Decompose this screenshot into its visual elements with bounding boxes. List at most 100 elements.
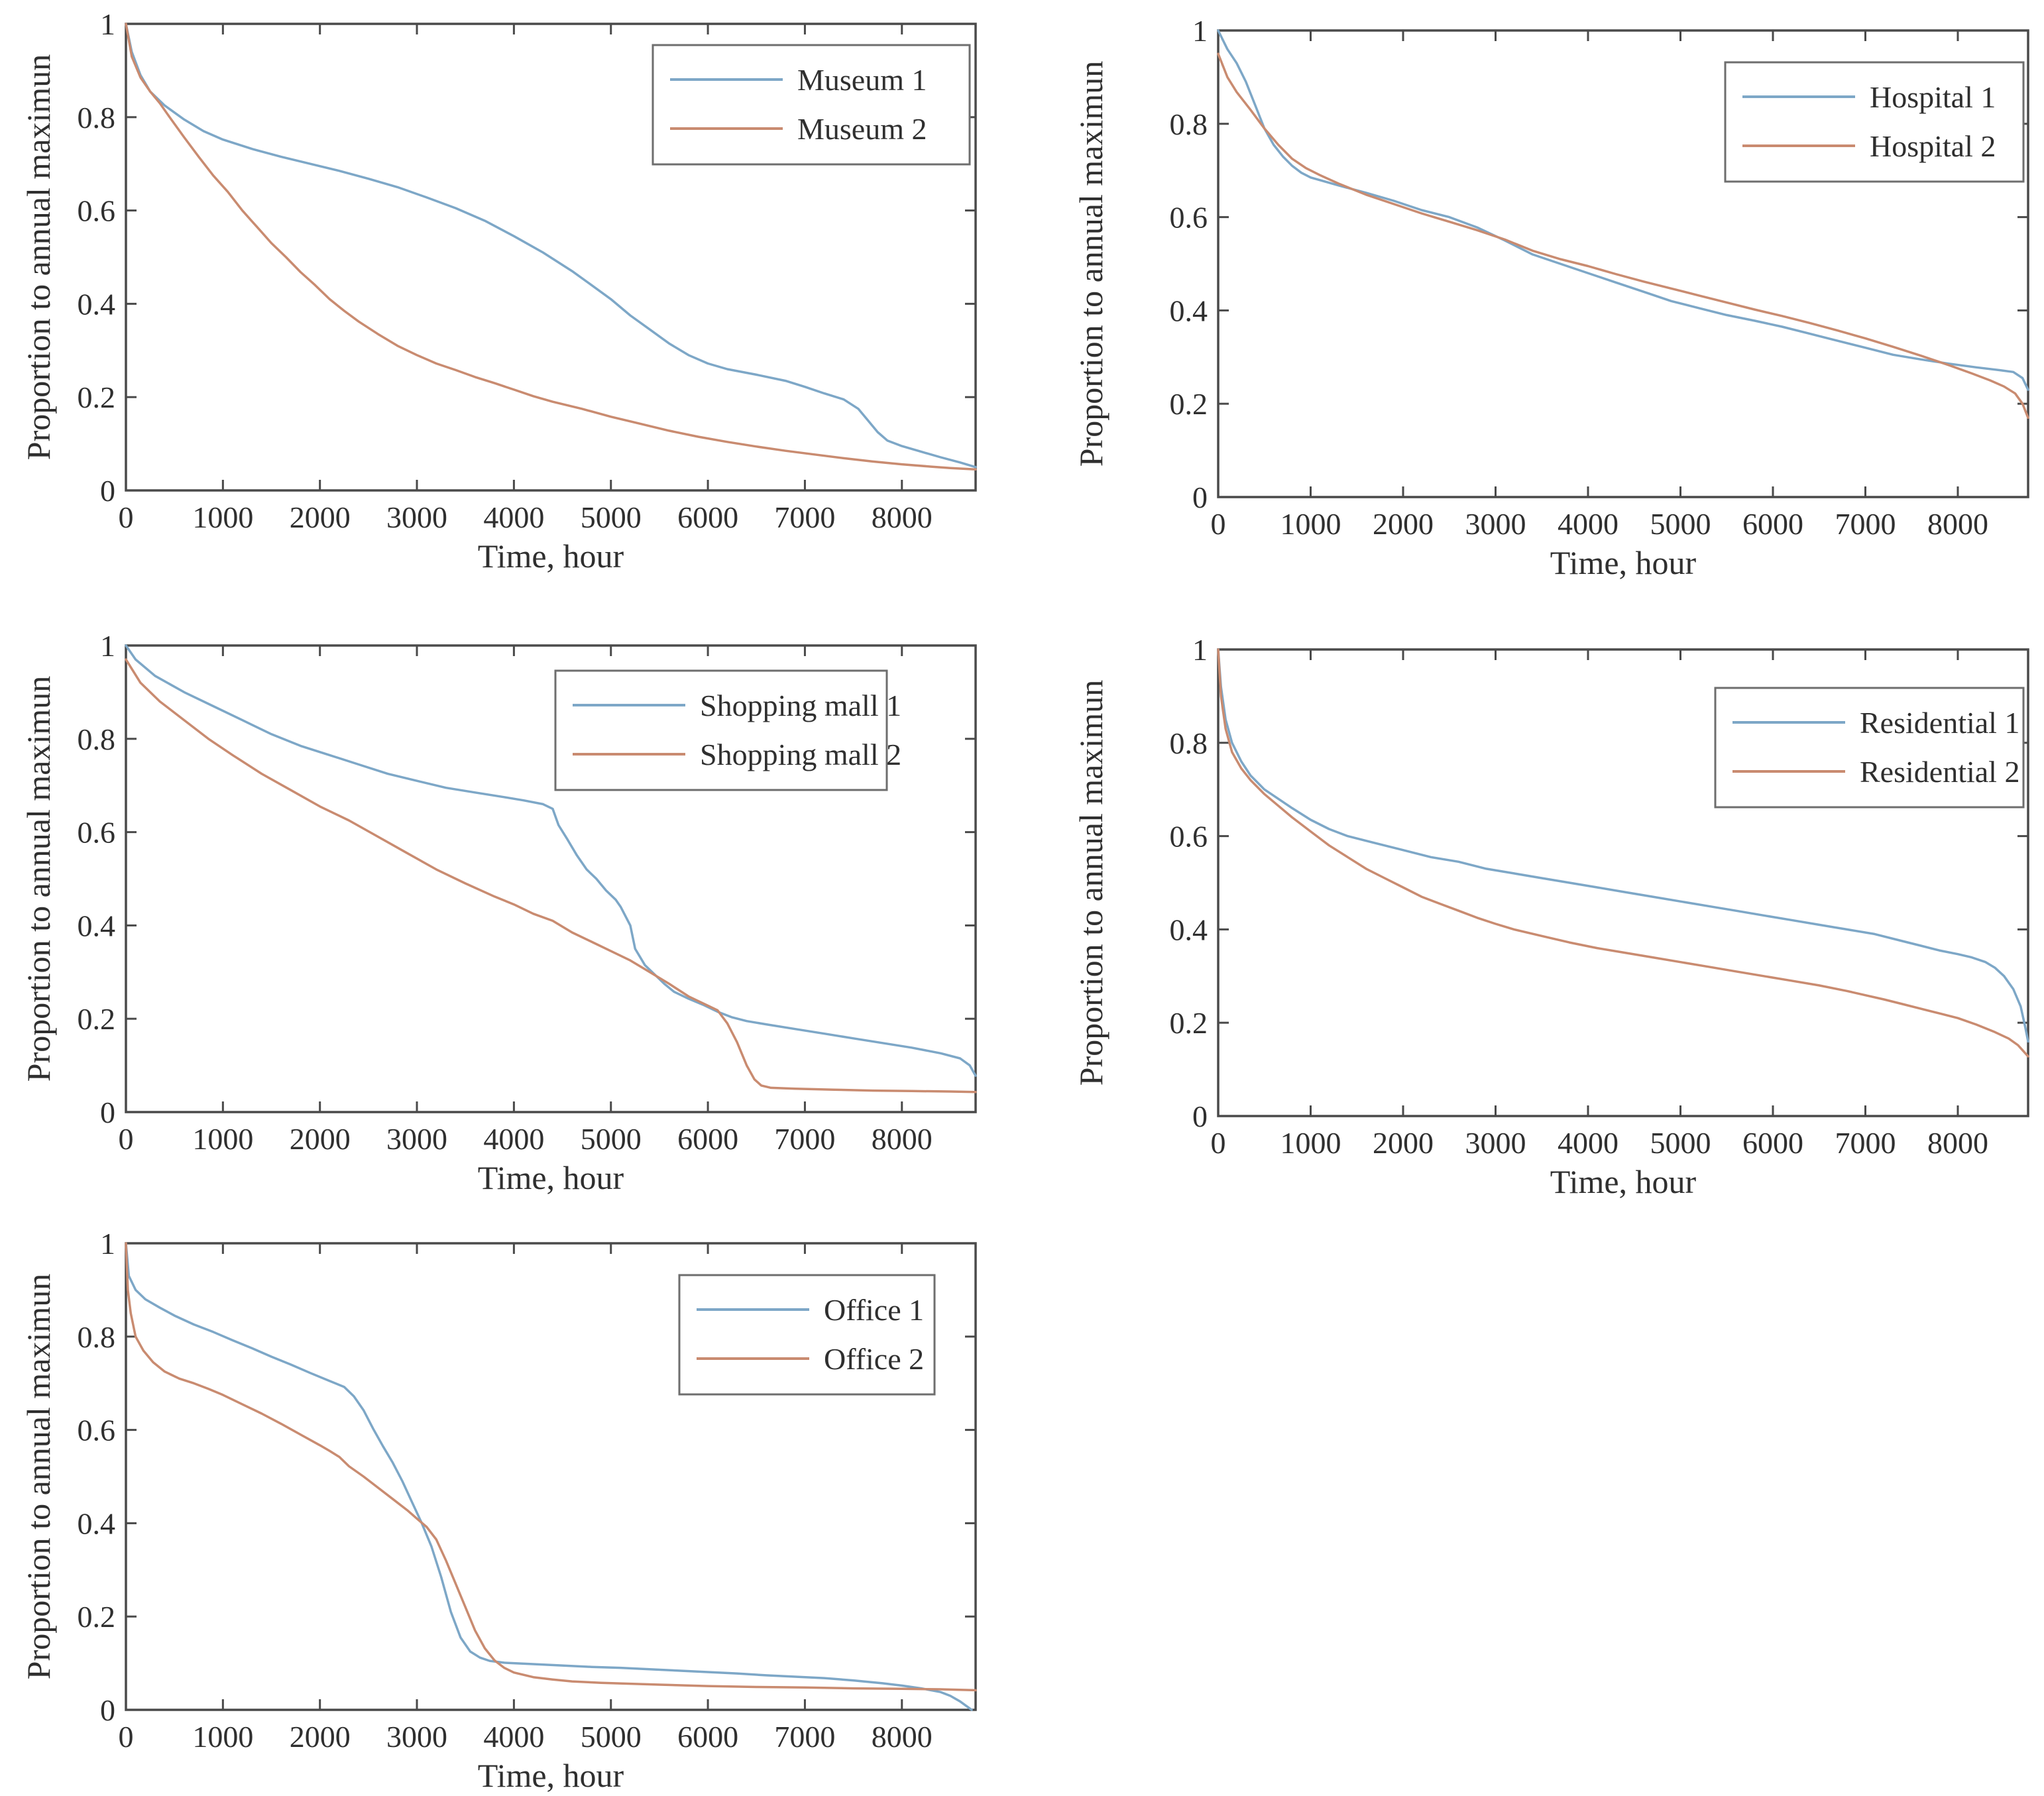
legend-box — [554, 669, 888, 791]
y-tick-label: 0.6 — [1170, 820, 1208, 854]
x-tick-label: 0 — [119, 1122, 134, 1156]
x-axis-ticks: 0 1000 2000 3000 4000 5000 6000 7000 8000 — [119, 645, 933, 1156]
x-tick-label: 3000 — [1465, 1126, 1526, 1160]
office-plot-area: 0 1000 2000 3000 4000 5000 6000 7000 8000 0 0.2 0.4… — [78, 1227, 977, 1754]
x-tick-label: 2000 — [1373, 1126, 1434, 1160]
y-tick-label: 0 — [1192, 480, 1208, 514]
x-axis-label: Time, hour — [477, 537, 624, 575]
x-tick-label: 3000 — [1465, 507, 1526, 541]
x-tick-label: 1000 — [192, 1122, 253, 1156]
chart-office: Proportion to annual maximun 0 1000 2000 30… — [7, 1225, 992, 1796]
series-line-orange — [125, 658, 977, 1094]
series-line-blue — [1217, 648, 2029, 1043]
y-axis-ticks: 0 0.2 0.4 0.6 0.8 1 — [78, 629, 976, 1129]
series-line-orange — [125, 23, 977, 471]
y-tick-label: 0 — [100, 1095, 115, 1129]
y-tick-label: 0.4 — [1170, 913, 1208, 946]
y-tick-label: 1 — [1192, 14, 1208, 48]
series-line-blue — [125, 23, 977, 469]
x-tick-label: 8000 — [1927, 1126, 1988, 1160]
y-tick-label: 0.4 — [1170, 294, 1208, 327]
legend-label: Office 2 — [824, 1342, 924, 1376]
y-tick-label: 0 — [100, 1693, 115, 1727]
x-tick-label: 0 — [119, 500, 134, 534]
x-axis-label: Time, hour — [477, 1159, 624, 1196]
x-tick-label: 5000 — [581, 1720, 642, 1754]
x-tick-label: 8000 — [872, 500, 933, 534]
legend: Residential 1 Residential 2 — [1714, 687, 2025, 809]
x-tick-label: 7000 — [774, 1122, 835, 1156]
chart-hospital: Proportion to annual maximun 0 1000 2000 30… — [1059, 12, 2044, 595]
y-axis-ticks: 0 0.2 0.4 0.6 0.8 1 — [78, 7, 976, 508]
axis-box — [1217, 29, 2029, 498]
axis-box — [125, 644, 977, 1113]
x-tick-label: 2000 — [1373, 507, 1434, 541]
y-tick-label: 0.2 — [78, 1600, 116, 1634]
legend-label: Residential 1 — [1860, 706, 2019, 740]
x-tick-label: 1000 — [192, 1720, 253, 1754]
x-axis-ticks: 0 1000 2000 3000 4000 5000 6000 7000 8000 — [119, 24, 933, 534]
x-tick-label: 7000 — [1835, 1126, 1896, 1160]
x-tick-label: 0 — [1211, 1126, 1226, 1160]
x-tick-label: 0 — [1211, 507, 1226, 541]
y-tick-label: 0.8 — [78, 722, 116, 756]
y-tick-label: 0.2 — [1170, 387, 1208, 421]
x-tick-label: 7000 — [774, 500, 835, 534]
x-tick-label: 5000 — [1650, 507, 1711, 541]
x-tick-label: 3000 — [386, 500, 447, 534]
legend-box — [1724, 61, 2025, 183]
chart-shopping-mall: Proportion to annual maximun 0 1000 2000 30… — [7, 627, 992, 1210]
y-tick-label: 1 — [100, 629, 115, 663]
chart-residential: Proportion to annual maximun 0 1000 2000 30… — [1059, 631, 2044, 1214]
shopping-mall-plot-area: 0 1000 2000 3000 4000 5000 6000 7000 8000 0 0.2 0.4… — [78, 629, 977, 1156]
y-tick-label: 0.6 — [78, 194, 116, 228]
legend-label: Shopping mall 2 — [700, 738, 901, 771]
y-tick-label: 0.6 — [78, 816, 116, 850]
x-tick-label: 3000 — [386, 1720, 447, 1754]
x-tick-label: 1000 — [1280, 507, 1341, 541]
x-tick-label: 2000 — [290, 1122, 351, 1156]
y-tick-label: 0.6 — [1170, 201, 1208, 235]
axis-box — [1217, 648, 2029, 1117]
legend: Museum 1 Museum 2 — [652, 44, 971, 166]
y-tick-label: 0.2 — [78, 1002, 116, 1036]
y-tick-label: 0.2 — [1170, 1006, 1208, 1040]
x-axis-label: Time, hour — [1550, 1163, 1697, 1200]
y-tick-label: 0.4 — [78, 909, 116, 942]
y-tick-label: 0.8 — [1170, 726, 1208, 760]
x-tick-label: 2000 — [290, 500, 351, 534]
x-tick-label: 5000 — [581, 500, 642, 534]
x-tick-label: 5000 — [581, 1122, 642, 1156]
y-tick-label: 0.8 — [1170, 107, 1208, 141]
x-tick-label: 3000 — [386, 1122, 447, 1156]
legend-label: Hospital 1 — [1870, 80, 1996, 114]
x-tick-label: 4000 — [1558, 507, 1618, 541]
residential-plot-area: 0 1000 2000 3000 4000 5000 6000 7000 8000 0 0.2 0.4… — [1170, 633, 2029, 1160]
y-axis-ticks: 0 0.2 0.4 0.6 0.8 1 — [1170, 633, 2028, 1133]
legend: Hospital 1 Hospital 2 — [1724, 61, 2025, 183]
legend-label: Office 1 — [824, 1293, 924, 1327]
legend-label: Shopping mall 1 — [700, 689, 901, 722]
x-tick-label: 0 — [119, 1720, 134, 1754]
legend-label: Museum 2 — [797, 112, 927, 146]
x-tick-label: 6000 — [677, 1122, 738, 1156]
x-tick-label: 4000 — [1558, 1126, 1618, 1160]
legend: Office 1 Office 2 — [678, 1274, 936, 1396]
axis-box — [125, 1242, 977, 1711]
x-tick-label: 7000 — [1835, 507, 1896, 541]
x-tick-label: 8000 — [1927, 507, 1988, 541]
x-tick-label: 1000 — [1280, 1126, 1341, 1160]
x-axis-ticks: 0 1000 2000 3000 4000 5000 6000 7000 8000 — [119, 1243, 933, 1754]
y-axis-ticks: 0 0.2 0.4 0.6 0.8 1 — [78, 1227, 976, 1727]
chart-museum: Proportion to annual maximun 0 1000 2000 30… — [7, 5, 992, 589]
series-line-blue — [125, 1242, 973, 1711]
legend-box — [1714, 687, 2025, 809]
y-tick-label: 0.8 — [78, 101, 116, 135]
y-axis-ticks: 0 0.2 0.4 0.6 0.8 1 — [1170, 14, 2028, 514]
series-line-orange — [1217, 648, 2029, 1058]
x-tick-label: 6000 — [1742, 507, 1803, 541]
x-axis-label: Time, hour — [477, 1757, 624, 1794]
y-tick-label: 0.2 — [78, 380, 116, 414]
axis-box — [125, 23, 977, 492]
